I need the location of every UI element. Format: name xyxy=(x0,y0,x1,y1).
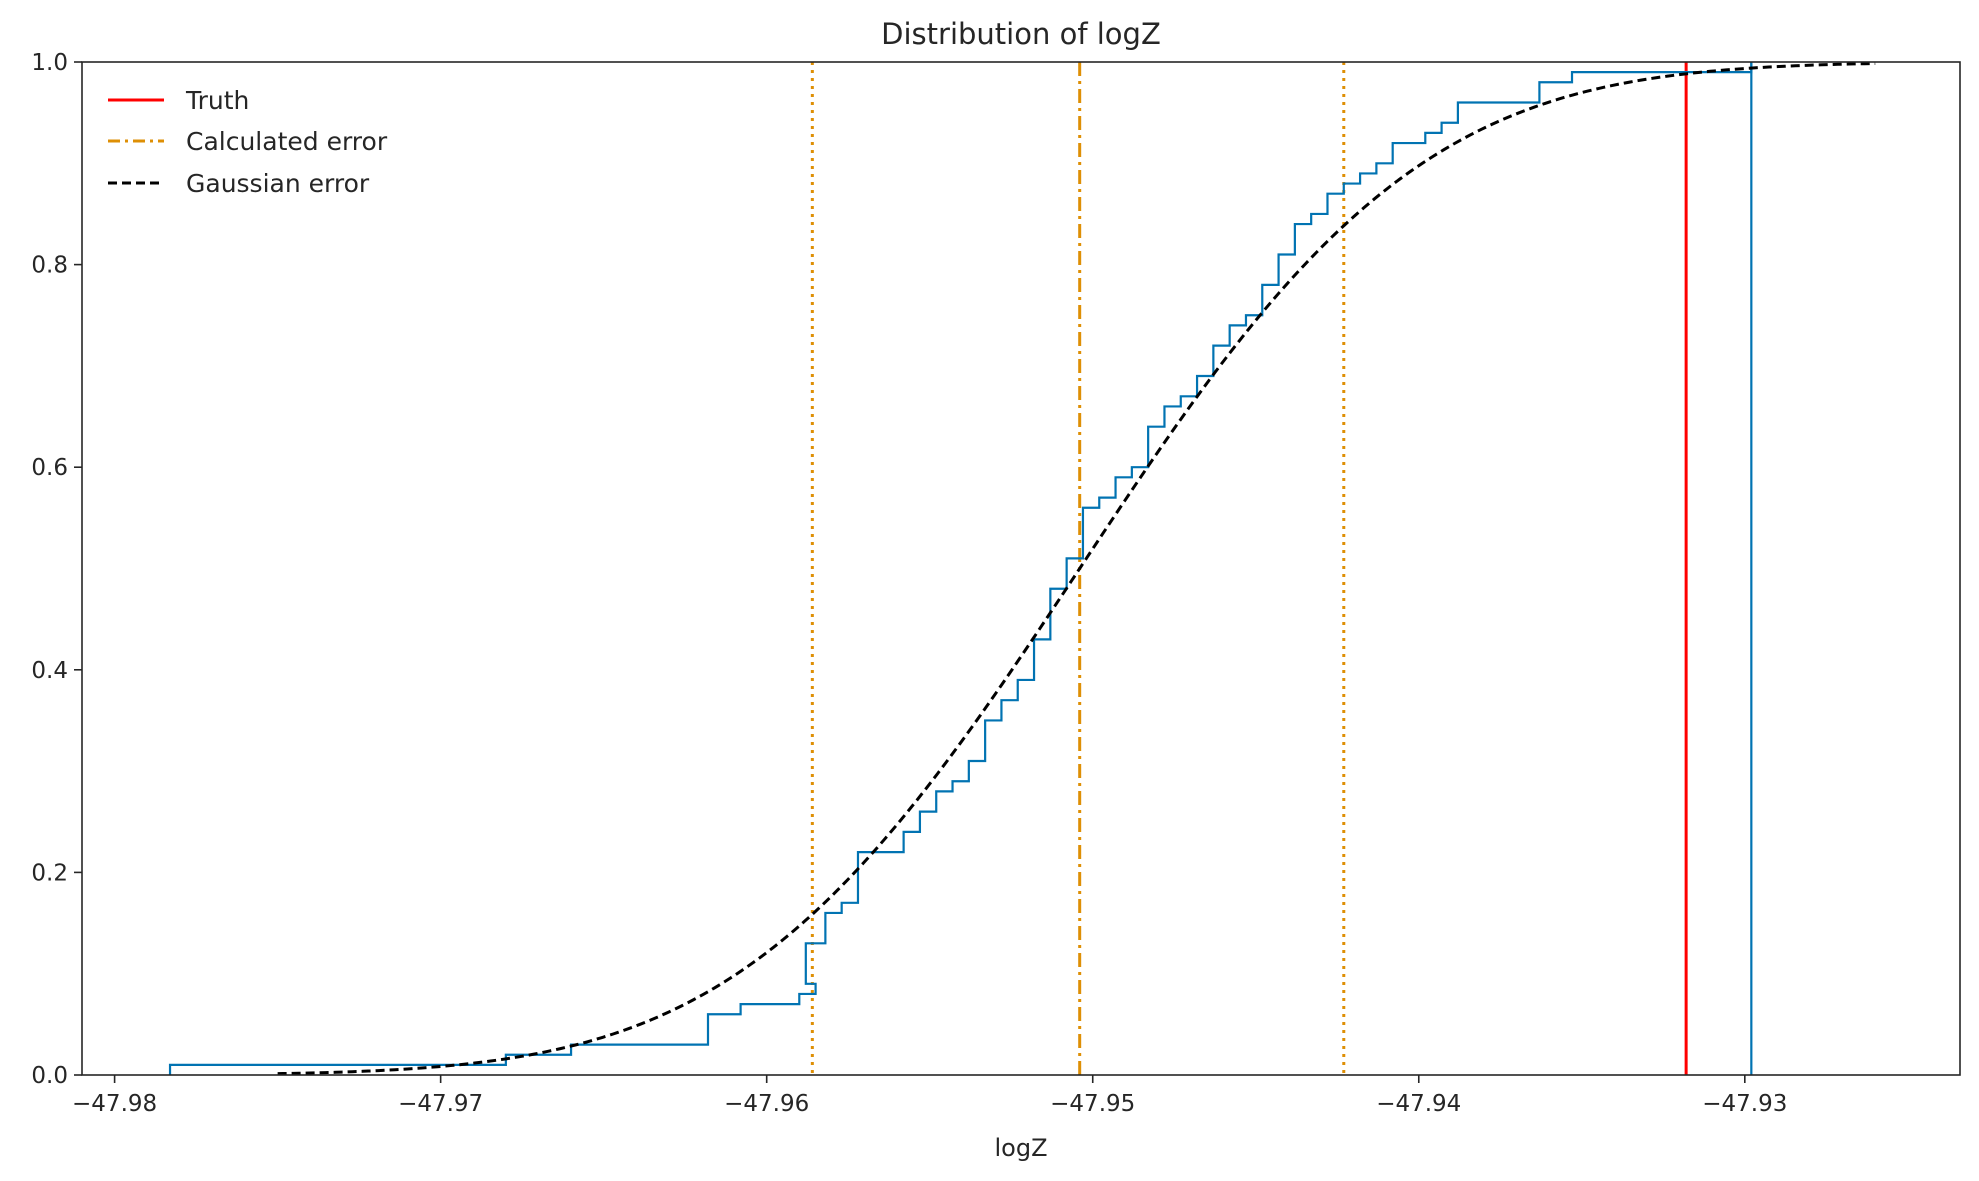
legend: Truth Calculated error Gaussian error xyxy=(108,86,388,198)
x-axis: −47.98 −47.97 −47.96 −47.95 −47.94 −47.93 xyxy=(72,1075,1787,1117)
legend-label-calculated: Calculated error xyxy=(186,127,388,156)
y-tick-label: 0.0 xyxy=(31,1063,68,1089)
x-tick-label: −47.94 xyxy=(1376,1091,1461,1117)
legend-label-truth: Truth xyxy=(185,86,249,115)
x-tick-label: −47.97 xyxy=(398,1091,483,1117)
plot-frame xyxy=(81,61,1961,1076)
x-tick-label: −47.96 xyxy=(724,1091,809,1117)
chart-title: Distribution of logZ xyxy=(881,17,1161,51)
x-axis-label: logZ xyxy=(994,1134,1047,1162)
ecdf-step-line xyxy=(168,62,1753,1075)
x-tick-label: −47.98 xyxy=(72,1091,157,1117)
legend-label-gaussian: Gaussian error xyxy=(186,169,370,198)
y-tick-label: 1.0 xyxy=(31,50,68,76)
gaussian-cdf-curve xyxy=(277,62,1876,1075)
y-tick-label: 0.2 xyxy=(31,860,68,886)
x-tick-label: −47.93 xyxy=(1702,1091,1787,1117)
plot-area xyxy=(168,62,1876,1075)
x-tick-label: −47.95 xyxy=(1050,1091,1135,1117)
y-tick-label: 0.4 xyxy=(31,658,68,684)
y-axis: 0.0 0.2 0.4 0.6 0.8 1.0 xyxy=(31,50,82,1089)
y-tick-label: 0.6 xyxy=(31,455,68,481)
y-tick-label: 0.8 xyxy=(31,253,68,279)
